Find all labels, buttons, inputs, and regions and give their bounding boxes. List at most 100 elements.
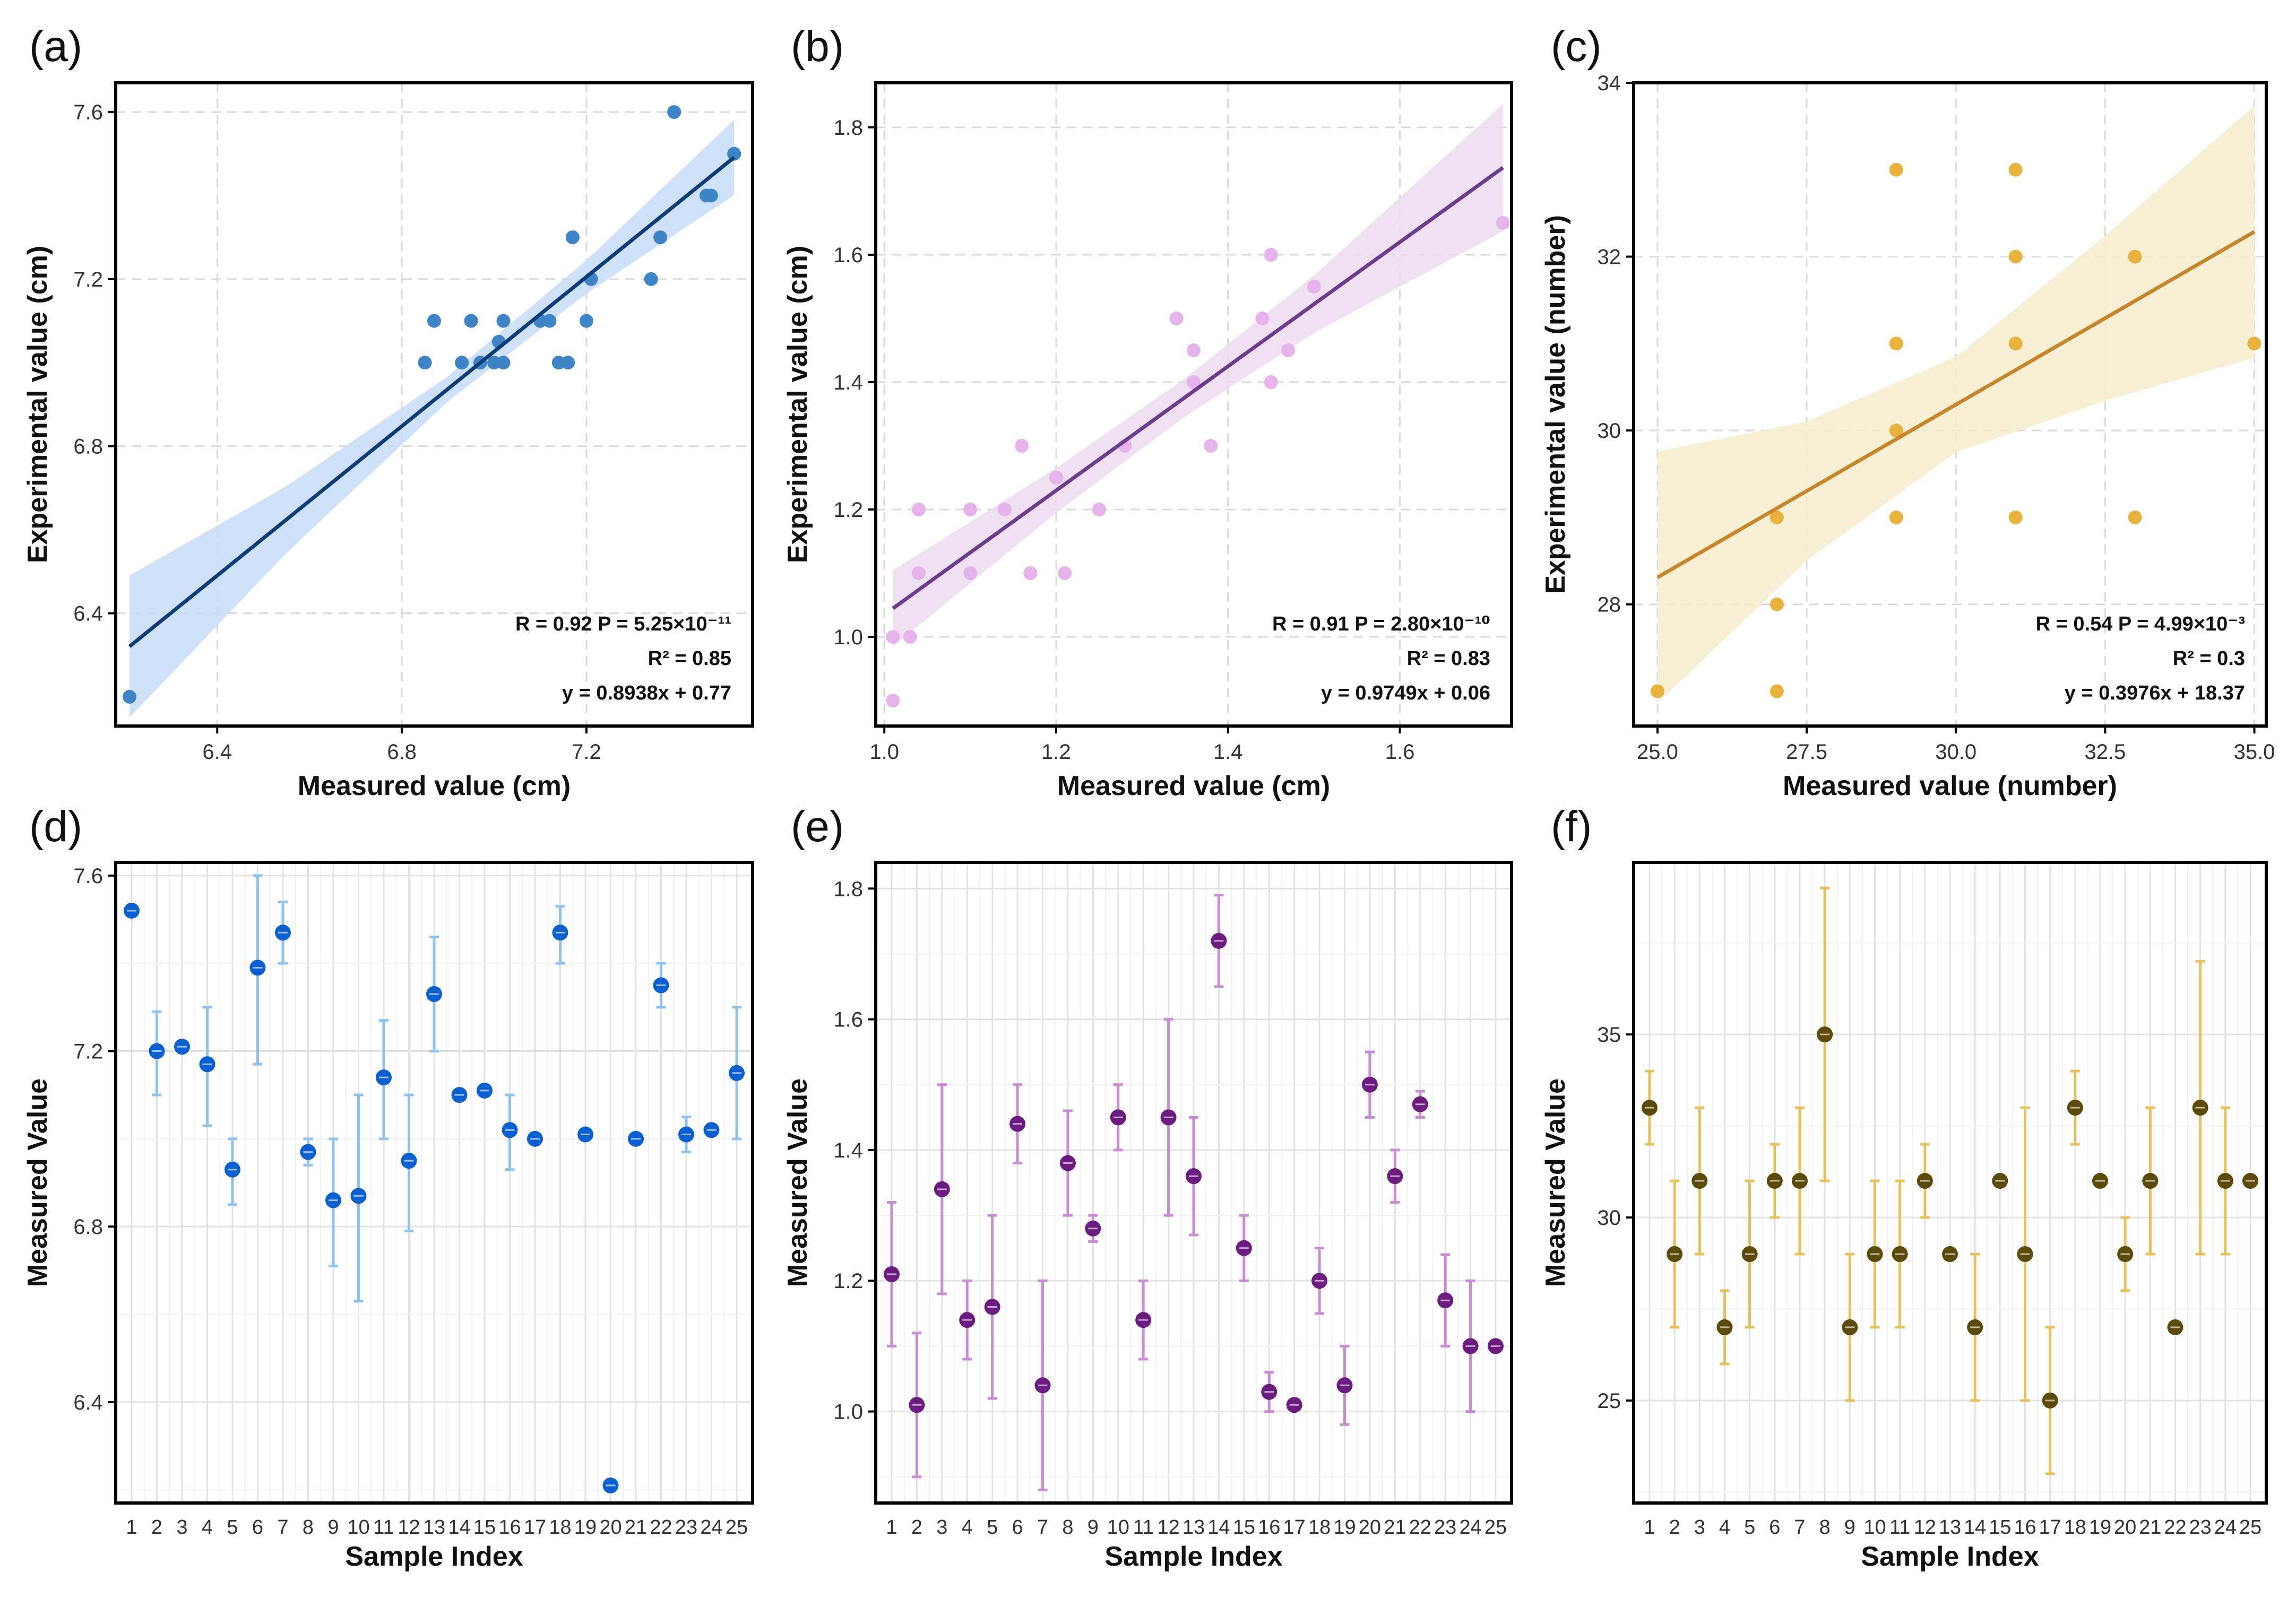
y-axis-title: Measured Value: [22, 1078, 53, 1287]
x-tick-label: 13: [1182, 1516, 1205, 1539]
x-tick-label: 30.0: [1935, 740, 1976, 764]
y-tick-label: 32: [1598, 246, 1621, 269]
data-point: [2128, 249, 2142, 264]
data-point: [2247, 336, 2262, 351]
x-tick-label: 27.5: [1786, 740, 1827, 764]
data-point: [496, 314, 511, 328]
x-tick-label: 1: [126, 1516, 137, 1539]
data-point: [727, 146, 741, 161]
x-tick-label: 14: [1207, 1516, 1230, 1539]
x-tick-label: 17: [1283, 1516, 1306, 1539]
data-point: [1496, 216, 1510, 230]
y-tick-label: 34: [1598, 72, 1621, 95]
x-tick-label: 20: [1359, 1516, 1381, 1539]
y-tick-label: 1.6: [833, 1008, 863, 1032]
x-tick-label: 10: [347, 1516, 369, 1539]
x-tick-label: 24: [2214, 1516, 2237, 1539]
x-tick-label: 25: [726, 1516, 748, 1539]
panel-a-scatter-chart: 6.4 6.8 7.2 6.4 6.8 7.2 7.6 Measured value (cm)…: [22, 22, 754, 801]
data-point: [1650, 684, 1664, 698]
x-axis-title: Measured value (cm): [298, 771, 571, 801]
y-tick-label: 28: [1598, 593, 1621, 617]
data-point: [2008, 162, 2023, 177]
x-tick-label: 12: [1157, 1516, 1179, 1539]
x-tick-label: 4: [1719, 1516, 1730, 1539]
x-tick-label: 1: [1644, 1516, 1655, 1539]
x-tick-label: 32.5: [2084, 740, 2126, 764]
stats-r-p: R = 0.92 P = 5.25×10⁻¹¹: [515, 613, 731, 635]
data-point: [496, 356, 511, 370]
y-tick-label: 1.8: [833, 877, 863, 901]
data-point: [963, 503, 978, 516]
x-tick-label: 24: [1459, 1516, 1481, 1539]
data-point: [653, 230, 668, 245]
x-tick-label: 5: [227, 1516, 238, 1539]
x-tick-label: 19: [1333, 1516, 1356, 1539]
y-axis-title: Experimental value (cm): [782, 246, 813, 563]
data-point: [1770, 684, 1784, 698]
data-point: [1187, 375, 1201, 389]
x-tick-label: 19: [574, 1516, 597, 1539]
data-point: [1264, 375, 1278, 389]
x-tick-label: 22: [1409, 1516, 1431, 1539]
x-tick-label: 1.6: [1385, 740, 1415, 764]
y-axis-title: Experimental value (cm): [22, 246, 53, 563]
y-tick-label: 7.2: [73, 268, 103, 291]
panel-label: (c): [1551, 22, 1602, 71]
data-point: [1015, 439, 1029, 453]
x-tick-label: 35.0: [2234, 740, 2275, 764]
y-axis-title: Experimental value (number): [1540, 215, 1571, 594]
x-tick-label: 21: [1384, 1516, 1406, 1539]
x-tick-label: 8: [1062, 1516, 1073, 1539]
plot-frame: [874, 861, 1513, 1505]
x-tick-label: 7: [277, 1516, 288, 1539]
x-tick-label: 12: [1914, 1516, 1936, 1539]
x-tick-label: 4: [962, 1516, 973, 1539]
x-tick-label: 16: [498, 1516, 521, 1539]
y-tick-label: 1.4: [833, 371, 863, 394]
x-axis-title: Sample Index: [1861, 1541, 2039, 1572]
y-tick-label: 30: [1598, 1206, 1621, 1230]
x-tick-label: 22: [650, 1516, 672, 1539]
data-point: [1281, 343, 1296, 357]
x-axis-title: Sample Index: [1104, 1541, 1282, 1572]
x-tick-label: 2: [911, 1516, 922, 1539]
x-tick-label: 25: [1484, 1516, 1507, 1539]
x-tick-label: 22: [2164, 1516, 2186, 1539]
data-point: [963, 566, 978, 580]
x-tick-label: 11: [1133, 1516, 1153, 1539]
x-tick-label: 20: [2114, 1516, 2136, 1539]
x-tick-label: 23: [2189, 1516, 2212, 1539]
data-point: [542, 314, 557, 328]
panel-label: (b): [791, 22, 844, 71]
x-tick-label: 8: [303, 1516, 314, 1539]
y-tick-label: 30: [1598, 419, 1621, 443]
y-tick-label: 1.0: [833, 1401, 863, 1424]
stats-equation: y = 0.3976x + 18.37: [2065, 682, 2245, 704]
stats-equation: y = 0.9749x + 0.06: [1321, 682, 1490, 704]
panel-d-errorbar-chart: 1 2 3 4 5 6 7 8 9 10 11 12 13 14 15 16 17 18 19 20 21 22 23 24 2…: [22, 802, 754, 1572]
data-point: [644, 272, 658, 286]
data-point: [1264, 248, 1278, 262]
data-point: [1092, 503, 1106, 516]
y-tick-label: 1.8: [833, 116, 863, 140]
y-tick-label: 1.2: [833, 498, 863, 522]
data-point: [997, 503, 1012, 516]
confidence-band: [893, 103, 1503, 647]
x-tick-label: 9: [327, 1516, 339, 1539]
y-tick-label: 35: [1598, 1023, 1621, 1047]
data-point: [1889, 336, 1903, 351]
x-tick-label: 18: [549, 1516, 571, 1539]
panel-label: (f): [1551, 802, 1592, 851]
plot-frame: [1632, 81, 2268, 728]
y-tick-label: 6.8: [73, 1215, 103, 1239]
data-point: [561, 356, 575, 370]
data-point: [1770, 510, 1784, 524]
y-tick-label: 7.6: [73, 101, 103, 124]
y-tick-label: 7.2: [73, 1040, 103, 1063]
data-point: [1307, 280, 1321, 293]
data-point: [579, 314, 593, 328]
y-axis-title: Measured Value: [1540, 1078, 1571, 1287]
data-point: [1058, 566, 1072, 580]
x-tick-label: 14: [1964, 1516, 1986, 1539]
